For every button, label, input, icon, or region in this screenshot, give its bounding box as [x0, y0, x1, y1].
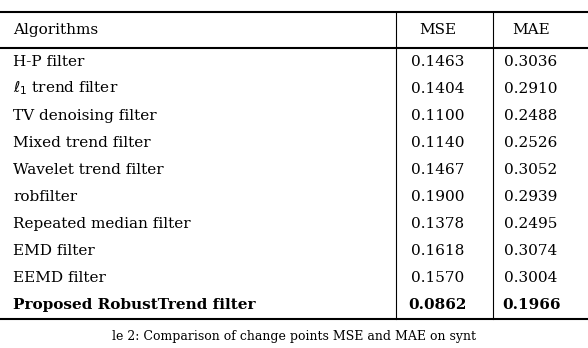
Text: robfilter: robfilter	[13, 190, 77, 204]
Text: 0.2495: 0.2495	[505, 217, 557, 231]
Text: 0.1966: 0.1966	[502, 299, 560, 313]
Text: EEMD filter: EEMD filter	[13, 271, 106, 285]
Text: MAE: MAE	[512, 23, 550, 37]
Text: 0.0862: 0.0862	[408, 299, 466, 313]
Text: Mixed trend filter: Mixed trend filter	[13, 136, 151, 150]
Text: Wavelet trend filter: Wavelet trend filter	[13, 163, 163, 177]
Text: 0.1618: 0.1618	[410, 244, 464, 258]
Text: $\ell_1$ trend filter: $\ell_1$ trend filter	[13, 80, 118, 97]
Text: 0.1900: 0.1900	[410, 190, 464, 204]
Text: 0.3004: 0.3004	[505, 271, 557, 285]
Text: 0.1378: 0.1378	[411, 217, 464, 231]
Text: 0.1140: 0.1140	[410, 136, 464, 150]
Text: 0.1404: 0.1404	[410, 82, 464, 96]
Text: Proposed RobustTrend filter: Proposed RobustTrend filter	[13, 299, 256, 313]
Text: 0.3036: 0.3036	[505, 55, 557, 69]
Text: Repeated median filter: Repeated median filter	[13, 217, 191, 231]
Text: 0.2526: 0.2526	[505, 136, 557, 150]
Text: 0.1100: 0.1100	[410, 109, 464, 123]
Text: MSE: MSE	[419, 23, 456, 37]
Text: Algorithms: Algorithms	[13, 23, 98, 37]
Text: 0.1467: 0.1467	[410, 163, 464, 177]
Text: H-P filter: H-P filter	[13, 55, 85, 69]
Text: 0.3074: 0.3074	[505, 244, 557, 258]
Text: TV denoising filter: TV denoising filter	[13, 109, 157, 123]
Text: 0.2488: 0.2488	[505, 109, 557, 123]
Text: 0.3052: 0.3052	[505, 163, 557, 177]
Text: le 2: Comparison of change points MSE and MAE on synt: le 2: Comparison of change points MSE an…	[112, 330, 476, 343]
Text: 0.2939: 0.2939	[505, 190, 557, 204]
Text: 0.1463: 0.1463	[410, 55, 464, 69]
Text: 0.2910: 0.2910	[505, 82, 558, 96]
Text: 0.1570: 0.1570	[411, 271, 464, 285]
Text: EMD filter: EMD filter	[13, 244, 95, 258]
